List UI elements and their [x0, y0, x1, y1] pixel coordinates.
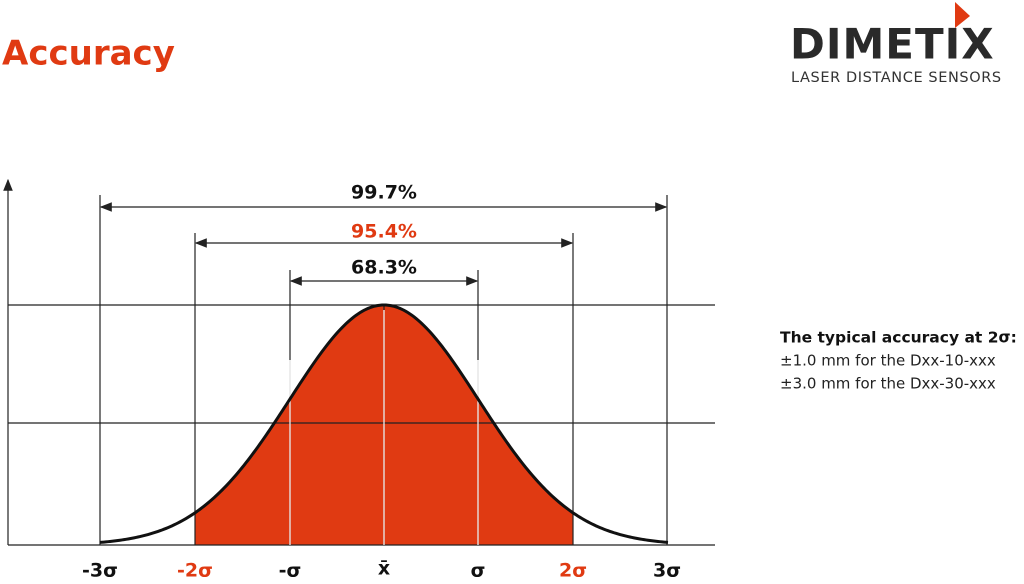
- x-label: σ: [471, 560, 486, 582]
- logo-name: DIMETIX: [790, 20, 995, 69]
- note-heading: The typical accuracy at 2σ:: [780, 329, 1017, 347]
- range-label: 68.3%: [351, 257, 417, 279]
- x-label: 2σ: [559, 560, 587, 582]
- x-label: x̄: [378, 558, 390, 580]
- distribution-diagram: 99.7% 95.4% 68.3% -3σ -2σ -σ x̄ σ 2σ 3σ: [3, 178, 715, 582]
- logo-mark: [955, 2, 970, 28]
- title: Accuracy: [2, 34, 175, 74]
- note-line: ±3.0 mm for the Dxx-30-xxx: [780, 375, 996, 393]
- range-label: 95.4%: [351, 221, 417, 243]
- bell-curve: [99, 303, 669, 544]
- x-label: -2σ: [177, 560, 213, 582]
- logo-tagline: LASER DISTANCE SENSORS: [791, 70, 1002, 86]
- x-label: -3σ: [82, 560, 118, 582]
- x-label: 3σ: [653, 560, 681, 582]
- x-label: -σ: [279, 560, 302, 582]
- note-line: ±1.0 mm for the Dxx-10-xxx: [780, 352, 996, 370]
- range-label: 99.7%: [351, 182, 417, 204]
